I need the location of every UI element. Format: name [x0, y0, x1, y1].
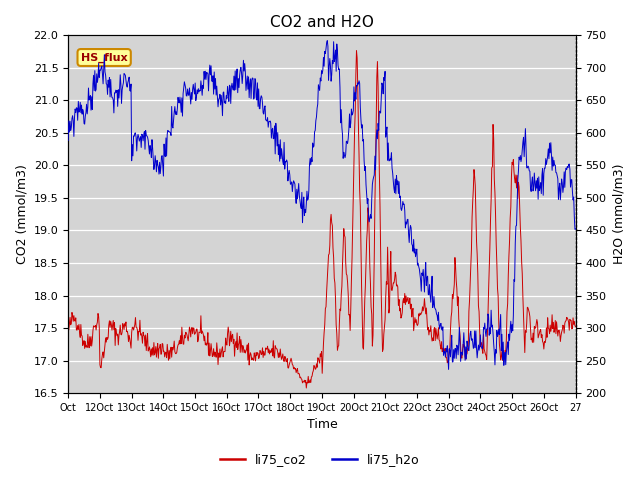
Title: CO2 and H2O: CO2 and H2O [270, 15, 374, 30]
X-axis label: Time: Time [307, 419, 337, 432]
Y-axis label: CO2 (mmol/m3): CO2 (mmol/m3) [15, 164, 28, 264]
Y-axis label: H2O (mmol/m3): H2O (mmol/m3) [612, 164, 625, 264]
Legend: li75_co2, li75_h2o: li75_co2, li75_h2o [215, 448, 425, 471]
Text: HS_flux: HS_flux [81, 52, 127, 63]
